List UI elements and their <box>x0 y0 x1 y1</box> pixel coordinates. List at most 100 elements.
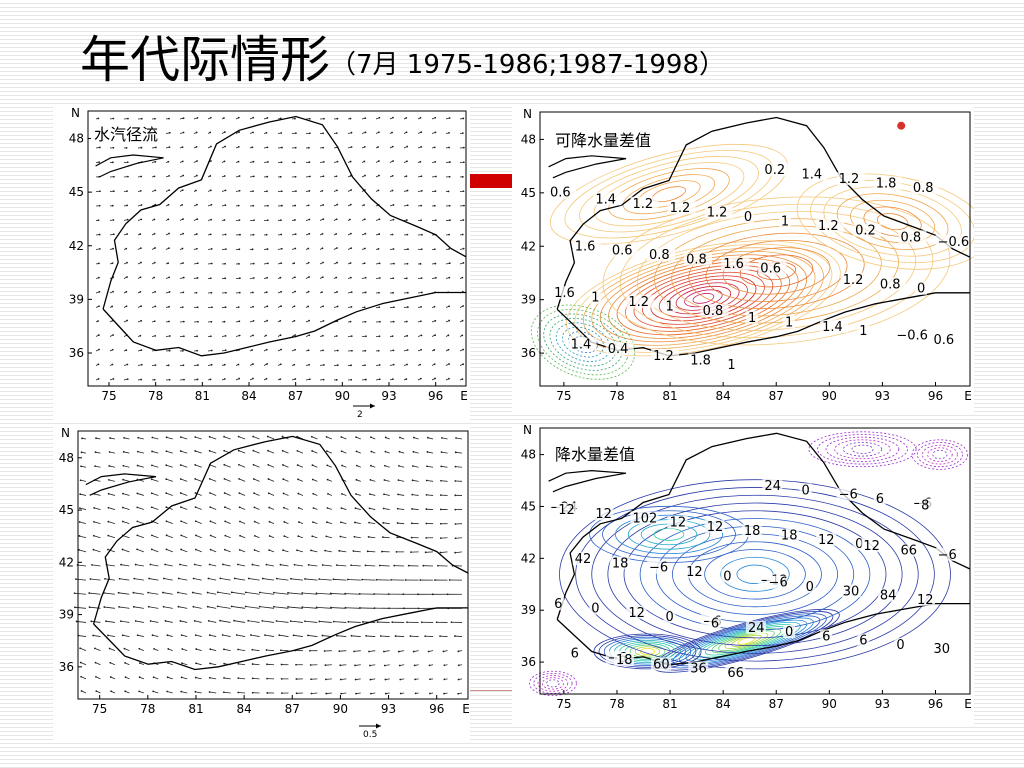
vector-head <box>119 620 122 623</box>
wind-vector <box>209 634 217 637</box>
vector-head <box>107 634 109 637</box>
contour-label: −6 <box>839 488 858 503</box>
x-tick-label: 75 <box>92 702 107 716</box>
x-tick-label: 87 <box>285 702 300 716</box>
vector-head <box>419 116 422 119</box>
wind-vector <box>238 663 246 666</box>
wind-vector <box>74 606 87 609</box>
vector-head <box>88 592 91 594</box>
contour-label: 0 <box>723 569 731 584</box>
wind-vector <box>412 465 419 468</box>
wind-vector <box>210 506 217 510</box>
vector-head <box>275 577 278 580</box>
vector-head <box>439 522 442 525</box>
vector-head <box>168 349 171 352</box>
contour-line <box>650 275 757 322</box>
vector-head <box>369 493 371 496</box>
vector-head <box>268 535 271 537</box>
vector-head <box>406 262 409 265</box>
vector-head <box>448 233 450 236</box>
vector-head <box>383 664 386 667</box>
contour-label-bg <box>593 507 614 521</box>
wind-vector <box>234 620 246 623</box>
vector-head <box>462 146 465 149</box>
vector-head <box>209 277 212 280</box>
vector-head <box>267 478 270 480</box>
wind-vector <box>326 692 332 694</box>
vector-head <box>406 349 409 351</box>
vector-head <box>413 664 416 667</box>
vector-head <box>327 492 329 495</box>
wind-vector <box>78 635 87 637</box>
contour-label: 0 <box>591 601 599 616</box>
vector-head <box>378 364 381 366</box>
vector-head <box>382 507 385 510</box>
y-tick-label: 45 <box>521 186 536 200</box>
wind-vector <box>440 551 448 553</box>
vector-head <box>167 364 170 367</box>
wind-vector <box>273 606 289 609</box>
vector-head <box>462 161 465 164</box>
vector-head <box>118 606 120 608</box>
contour-label-bg <box>915 281 928 295</box>
wind-vector <box>347 579 361 581</box>
vector-head <box>369 478 372 481</box>
vector-head <box>281 146 283 149</box>
wind-vector <box>123 465 130 468</box>
vector-head <box>294 290 296 293</box>
vector-head <box>462 247 465 250</box>
vector-head <box>280 677 283 680</box>
vector-head <box>179 492 182 494</box>
vector-head <box>150 478 153 481</box>
vector-head <box>296 464 299 466</box>
contour-line <box>911 439 969 470</box>
vector-head <box>266 262 269 265</box>
wind-vector <box>166 534 173 539</box>
wind-vector <box>223 436 231 440</box>
wind-vector <box>398 650 405 652</box>
vector-head <box>195 174 198 177</box>
vector-head <box>224 204 227 207</box>
vector-head <box>382 521 385 524</box>
vector-head <box>136 634 139 637</box>
vector-head <box>454 523 457 525</box>
vector-head <box>364 276 367 279</box>
contour-label: 0.6 <box>612 244 633 259</box>
vector-head <box>122 464 125 467</box>
contour-line <box>575 487 935 662</box>
vector-head <box>238 334 241 337</box>
wind-vector <box>353 550 361 553</box>
contour-label: 6 <box>554 597 562 612</box>
y-tick-label: 45 <box>69 185 84 199</box>
vector-head <box>105 620 107 623</box>
vector-head <box>191 591 194 594</box>
wind-vector <box>209 691 217 694</box>
vector-head <box>396 536 399 539</box>
vector-head <box>378 116 381 119</box>
contour-label: 1.6 <box>575 239 596 254</box>
vector-head <box>224 248 227 251</box>
vector-head <box>125 349 128 352</box>
wind-vector <box>137 634 144 637</box>
contour-label: 12 <box>686 565 703 580</box>
vapor-flux-map-panel: 75 78 81 84 87 90 93 96 E 48 45 42 39 36 N 2 水汽径流 <box>53 104 470 422</box>
vector-head <box>210 203 213 206</box>
vector-head <box>406 160 408 163</box>
contour-label: 0 <box>806 580 814 595</box>
wind-vector <box>180 450 188 454</box>
vector-head <box>402 593 405 596</box>
wind-vector <box>245 592 260 595</box>
contour-label-bg <box>593 192 622 206</box>
vector-head <box>353 535 356 538</box>
contour-line <box>739 254 814 288</box>
vector-head <box>279 378 282 380</box>
vector-head <box>322 319 325 322</box>
vector-head <box>405 219 408 221</box>
precipitable-water-diff-title: 可降水量差值 <box>552 126 655 152</box>
contour-label: 1.2 <box>839 172 860 187</box>
wind-vector <box>238 649 246 652</box>
contour-label-bg <box>758 261 787 275</box>
wind-vector <box>195 436 202 440</box>
vector-head <box>126 319 129 322</box>
wind-vector <box>238 436 246 440</box>
